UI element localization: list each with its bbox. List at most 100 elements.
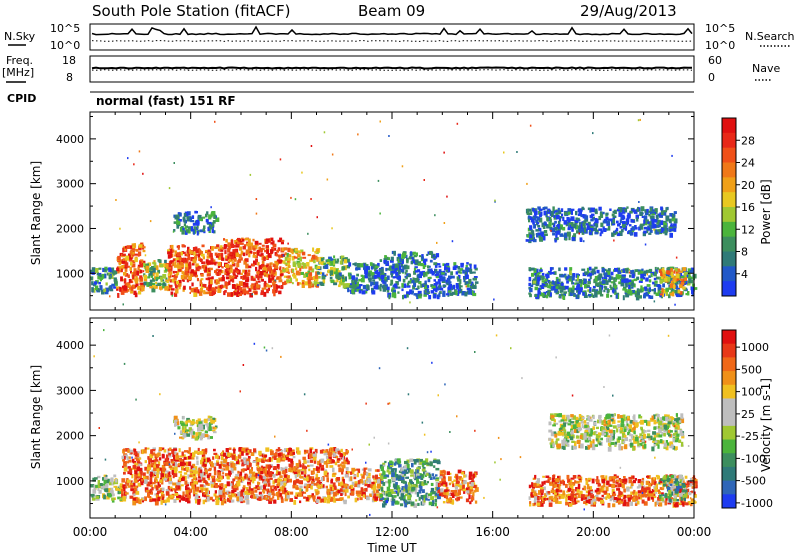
power-echo-cell [237,237,241,241]
power-echo-cell [399,257,402,263]
power-echo-cell [90,277,93,281]
velocity-echo-cell [303,461,307,464]
power-echo-cell [441,278,445,282]
power-echo-cell [228,269,231,274]
power-echo-cell [124,267,128,272]
power-echo-cell [413,282,417,287]
velocity-echo-cell [201,433,206,438]
velocity-echo-cell [242,457,247,461]
velocity-echo-cell [257,458,261,463]
power-echo-cell [675,293,679,297]
velocity-echo-cell [213,431,217,434]
power-echo-cell [264,238,267,244]
power-echo-cell [206,211,209,215]
velocity-echo-cell [405,493,408,497]
velocity-echo-cell [187,419,191,423]
power-speck [550,229,552,232]
velocity-echo-cell [103,474,107,478]
velocity-echo-cell [241,492,246,496]
power-echo-cell [416,295,419,300]
velocity-echo-cell [310,480,314,484]
power-echo-cell [232,278,235,283]
power-echo-cell [577,219,581,222]
velocity-echo-cell [174,489,177,493]
velocity-echo-cell [227,453,231,457]
power-echo-cell [659,228,664,233]
power-echo-cell [626,221,630,225]
power-echo-cell [124,245,128,249]
velocity-echo-cell [224,484,227,489]
power-echo-cell [467,268,472,272]
velocity-echo-cell [301,468,305,471]
power-echo-cell [95,285,99,291]
velocity-echo-cell [419,481,423,486]
power-echo-cell [127,289,130,292]
power-echo-cell [265,265,269,268]
velocity-echo-cell [344,491,347,497]
power-echo-cell [333,255,336,258]
power-echo-cell [668,226,673,231]
nsky-panel [89,23,695,51]
velocity-echo-cell [405,471,409,474]
power-echo-cell [264,249,267,253]
power-echo-cell [531,272,535,277]
velocity-echo-cell [183,454,186,458]
velocity-echo-cell [139,467,143,472]
power-echo-cell [413,267,417,272]
power-echo-cell [193,288,197,293]
power-echo-cell [457,266,460,270]
velocity-echo-cell [284,448,288,451]
power-echo-cell [421,254,424,259]
power-echo-cell [617,207,621,210]
power-echo-cell [573,233,577,238]
power-echo-cell [439,287,444,291]
power-echo-cell [267,254,271,258]
power-echo-cell [451,275,455,279]
power-echo-cell [142,246,146,249]
power-echo-cell [192,222,196,226]
power-echo-cell [388,294,391,300]
power-echo-cell [627,231,630,235]
power-echo-cell [536,222,540,225]
velocity-echo-cell [227,497,231,502]
power-echo-cell [386,260,389,266]
power-echo-cell [176,260,180,263]
velocity-echo-cell [183,429,187,433]
power-echo-cell [150,275,154,278]
velocity-echo-cell [403,498,406,502]
velocity-echo-cell [209,496,213,501]
velocity-echo-cell [270,485,273,490]
power-echo-cell [343,283,348,288]
velocity-echo-cell [319,463,322,468]
power-echo-cell [529,288,533,293]
power-echo-cell [648,295,651,299]
velocity-echo-cell [250,477,253,480]
power-echo-cell [470,290,474,294]
velocity-echo-cell [340,493,343,496]
power-echo-cell [680,270,683,273]
power-echo-cell [359,263,364,268]
power-echo-cell [369,262,373,266]
power-echo-cell [598,286,602,291]
velocity-echo-cell [226,476,230,479]
power-speck [377,179,380,182]
power-echo-cell [273,284,277,290]
velocity-echo-cell [302,456,306,460]
power-echo-cell [547,285,551,288]
velocity-echo-cell [130,480,133,484]
power-echo-cell [236,270,239,273]
power-echo-cell [382,280,385,284]
power-echo-cell [147,262,152,266]
power-echo-cell [551,281,555,285]
velocity-echo-cell [150,463,154,466]
velocity-echo-cell [376,478,381,484]
velocity-echo-cell [284,487,287,493]
velocity-echo-cell [354,483,358,488]
velocity-echo-cell [433,465,436,468]
power-echo-cell [653,283,658,287]
power-echo-cell [392,276,396,279]
power-echo-cell [293,275,297,279]
velocity-echo-cell [240,468,244,472]
power-echo-cell [640,273,645,279]
power-echo-cell [171,278,174,283]
